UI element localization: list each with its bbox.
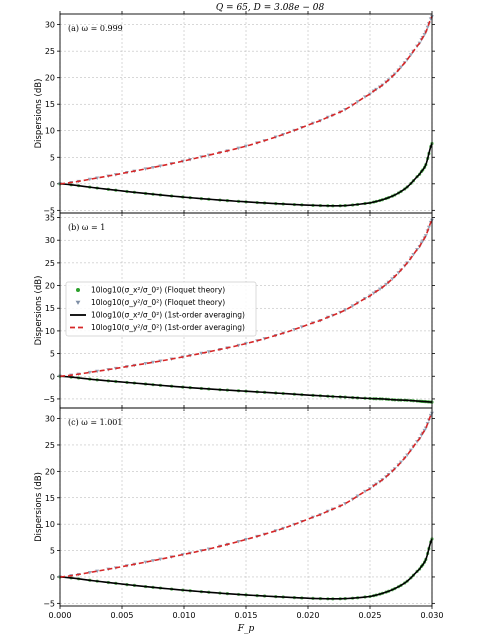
legend-handle-triangle xyxy=(75,300,81,305)
y-tick-label: −5 xyxy=(43,395,55,404)
panel-label: (a) ω = 0.999 xyxy=(68,24,123,33)
y-tick-label: 0 xyxy=(50,372,55,381)
marker-y-floquet xyxy=(236,343,241,348)
y-tick-label: 30 xyxy=(45,415,55,424)
y-tick-label: 10 xyxy=(45,127,55,136)
y-tick-label: 25 xyxy=(45,441,55,450)
marker-y-floquet xyxy=(425,25,430,30)
marker-y-floquet xyxy=(206,350,211,354)
legend: 10log10(σ_x²/σ_0²) (Floquet theory) 10log… xyxy=(65,281,257,337)
y-tick-label: 10 xyxy=(45,327,55,336)
legend-label: 10log10(σ_x²/σ_0²) (Floquet theory) xyxy=(91,286,225,295)
legend-label: 10log10(σ_y²/σ_0²) (1st-order averaging) xyxy=(91,323,245,332)
y-tick-label: 20 xyxy=(45,74,55,83)
y-tick-label: 5 xyxy=(50,350,55,359)
marker-y-floquet xyxy=(143,362,148,366)
marker-y-floquet xyxy=(158,164,163,168)
line-y-averaging xyxy=(59,16,433,185)
y-tick-label: 0 xyxy=(50,573,55,582)
marker-y-floquet xyxy=(158,557,163,562)
y-tick-label: 30 xyxy=(45,21,55,30)
x-tick-label: 0.020 xyxy=(297,611,320,620)
y-tick-label: 25 xyxy=(45,47,55,56)
y-tick-label: −5 xyxy=(43,599,55,608)
y-axis-label: Dispersions (dB) xyxy=(34,276,44,346)
marker-y-floquet xyxy=(355,494,360,499)
marker-y-floquet xyxy=(384,282,389,287)
marker-y-floquet xyxy=(408,53,413,57)
line-y-averaging xyxy=(59,412,433,578)
x-tick-label: 0.010 xyxy=(173,611,196,620)
marker-y-floquet xyxy=(377,287,382,292)
panel-c: −5 0 5 10 15 20 25 30 0.000 0.005 0.010 0.015 0.020 0… xyxy=(34,405,443,620)
y-tick-label: 20 xyxy=(45,282,55,291)
marker-y-floquet xyxy=(143,167,148,171)
legend-handle-circle xyxy=(76,288,80,292)
marker-y-floquet xyxy=(390,277,395,281)
marker-y-floquet xyxy=(143,560,148,565)
marker-y-floquet xyxy=(343,308,348,313)
panel-label: (c) ω = 1.001 xyxy=(68,418,122,427)
line-x-averaging xyxy=(59,538,433,600)
y-tick-label: 10 xyxy=(45,520,55,529)
marker-y-floquet xyxy=(87,570,92,575)
x-tick-label: 0.025 xyxy=(359,611,382,620)
x-tick-label: 0.015 xyxy=(235,611,258,620)
y-tick-label: 25 xyxy=(45,259,55,268)
marker-y-floquet xyxy=(422,32,427,37)
marker-y-floquet xyxy=(151,165,155,170)
y-tick-label: 5 xyxy=(50,153,55,162)
y-tick-label: 15 xyxy=(45,494,55,503)
y-tick-label: 5 xyxy=(50,547,55,556)
line-y-averaging xyxy=(59,219,433,378)
line-x-averaging xyxy=(59,375,433,403)
panel-a: −5 0 5 10 15 20 25 30 Dispersions (dB) (a) ω = 0.… xyxy=(34,11,435,216)
marker-y-floquet xyxy=(151,559,155,563)
marker-y-floquet xyxy=(87,177,92,182)
marker-y-floquet xyxy=(87,370,92,375)
figure-title: Q = 65, D = 3.08e − 08 xyxy=(216,3,325,13)
panel-label: (b) ω = 1 xyxy=(68,223,105,232)
axes-frame xyxy=(59,407,433,607)
grid xyxy=(59,408,433,606)
marker-y-floquet xyxy=(236,539,241,544)
x-tick-label: 0.005 xyxy=(111,611,134,620)
grid xyxy=(59,14,433,213)
y-axis-label: Dispersions (dB) xyxy=(34,472,44,542)
legend-label: 10log10(σ_x²/σ_0²) (1st-order averaging) xyxy=(91,311,245,320)
marker-y-floquet xyxy=(244,144,248,149)
marker-y-floquet xyxy=(399,460,403,465)
marker-y-floquet xyxy=(244,537,248,542)
marker-y-floquet xyxy=(236,146,241,151)
marker-y-floquet xyxy=(423,234,428,238)
x-tick-label: 0.000 xyxy=(49,611,72,620)
line-x-averaging xyxy=(59,143,433,207)
marker-y-floquet xyxy=(350,304,355,308)
marker-y-floquet xyxy=(426,225,431,230)
legend-label: 10log10(σ_y²/σ_0²) (Floquet theory) xyxy=(91,298,225,307)
marker-y-floquet xyxy=(399,65,403,70)
y-tick-label: 15 xyxy=(45,100,55,109)
marker-y-floquet xyxy=(363,489,368,494)
y-tick-label: 30 xyxy=(45,236,55,245)
y-tick-label: −5 xyxy=(43,206,55,215)
y-tick-label: 35 xyxy=(45,214,55,223)
y-axis-label: Dispersions (dB) xyxy=(34,79,44,149)
x-tick-label: 0.030 xyxy=(421,611,444,620)
x-axis-label: F_p xyxy=(237,624,255,634)
y-tick-label: 15 xyxy=(45,304,55,313)
y-tick-label: 0 xyxy=(50,180,55,189)
marker-y-floquet xyxy=(355,100,360,104)
y-tick-label: 20 xyxy=(45,467,55,476)
legend-box xyxy=(65,281,257,337)
marker-y-floquet xyxy=(411,253,416,257)
marker-y-floquet xyxy=(151,360,155,365)
marker-y-floquet xyxy=(405,453,410,457)
